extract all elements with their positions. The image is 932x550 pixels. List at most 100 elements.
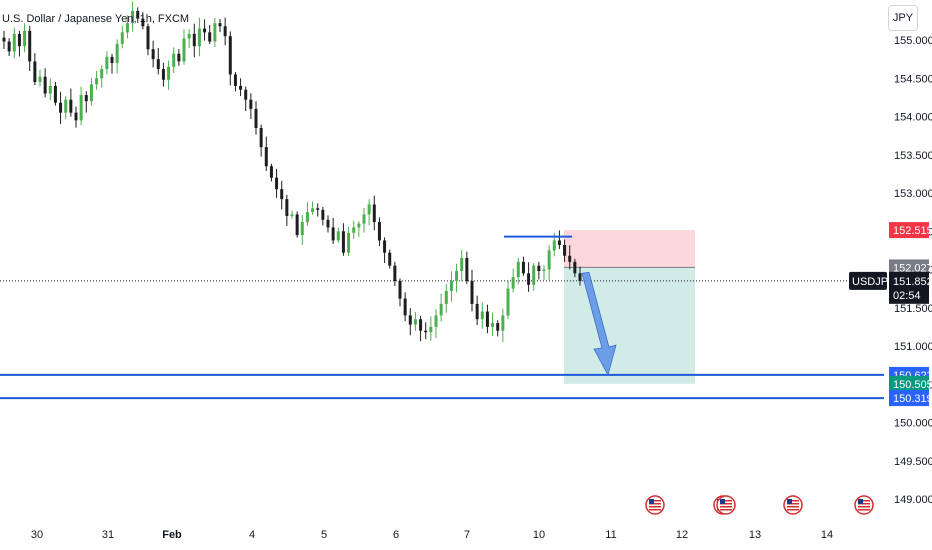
price-badge-entry [889,259,929,276]
y-tick-label: 150.000 [894,418,932,430]
flag-stripe [720,503,732,505]
candle-body [511,277,515,289]
candle-body [403,298,407,316]
us-flag-event-icon[interactable] [783,495,803,515]
candle-body [460,258,464,272]
flag-stripe [787,500,799,502]
candle-body [249,99,253,109]
candle-body [491,323,495,327]
candle-body [557,240,561,246]
candle-body [537,265,541,272]
flag-stripe [720,506,732,508]
candle-body [89,84,93,102]
x-tick-label: 6 [393,529,399,541]
candle-body [208,32,212,42]
candle-body [187,33,191,39]
price-badge-label: 152.027 [893,262,932,274]
candle-body [398,280,402,299]
candle-body [367,204,371,215]
currency-button[interactable]: JPY [888,5,918,31]
candle-body [120,32,124,44]
candle-body [182,38,186,62]
candle-body [496,323,500,331]
candle-body [2,37,6,42]
candle-body [357,223,361,228]
us-flag-event-icon[interactable] [854,495,874,515]
y-tick-label: 151.500 [894,303,932,315]
y-tick-label: 154.500 [894,73,932,85]
candle-body [485,311,489,327]
candle-body [383,240,387,253]
candle-body [444,290,448,304]
flag-ring [783,495,803,515]
candle-body [311,208,315,213]
stop-loss-zone[interactable] [564,230,695,268]
candle-body [470,280,474,304]
candle-body [578,273,582,281]
y-tick-label: 153.000 [894,188,932,200]
candle-body [69,99,73,113]
x-tick-label: 11 [605,529,616,541]
candle-body [23,30,27,47]
price-badge-label: 150.319 [893,393,932,405]
us-flag-event-icon[interactable] [716,495,736,515]
us-flag-event-icon[interactable] [645,495,665,515]
countdown-label: 02:54 [893,290,921,302]
candle-body [305,212,309,223]
candle-body [95,78,99,85]
candle-body [388,252,392,266]
candle-body [393,265,397,281]
candle-body [347,232,351,253]
candle-body [84,95,88,102]
candle-body [192,33,196,47]
flag-ring [645,495,665,515]
candle-body [275,177,279,190]
flag-ring [716,495,736,515]
y-tick-label: 155.000 [894,35,932,47]
candle-body [316,208,320,210]
candle-body [352,227,356,233]
symbol-badge [849,271,887,290]
short-arrow-icon[interactable] [581,271,617,377]
x-tick-label: 14 [821,529,833,541]
x-tick-label: 5 [321,529,327,541]
candle-body [264,147,268,167]
price-badge-stop [889,222,929,239]
x-tick-label: Feb [162,529,182,541]
candle-body [146,26,150,50]
flag-stripe [858,509,870,511]
flag-stripe [720,509,732,511]
x-tick-label: 12 [676,529,688,541]
symbol-badge-label: USDJPY [852,276,896,288]
candle-body [177,53,181,62]
flag-stripe [858,506,870,508]
flag-stripe [649,500,661,502]
candle-body [439,303,443,316]
y-tick-label: 154.000 [894,112,932,124]
flag-stripe [649,506,661,508]
flag-stripe [858,503,870,505]
candle-body [516,261,520,278]
candle-body [156,59,160,70]
flag-stripe [787,506,799,508]
price-badge-label: 152.515 [893,225,932,237]
x-tick-label: 7 [464,529,470,541]
flag-ring [854,495,874,515]
candle-body [136,10,140,19]
candle-body [115,43,119,63]
candle-body [506,288,510,316]
candle-body [239,85,243,90]
take-profit-zone[interactable] [564,267,695,384]
candle-body [218,23,222,27]
candle-body [419,319,423,331]
flag-stripe [649,503,661,505]
candle-body [79,95,83,121]
flag-stripe [787,509,799,511]
candle-body [161,69,165,80]
candle-body [449,280,453,291]
candle-body [197,28,201,47]
candle-body [377,222,381,241]
x-tick-label: 4 [249,529,255,541]
candle-body [568,255,572,262]
